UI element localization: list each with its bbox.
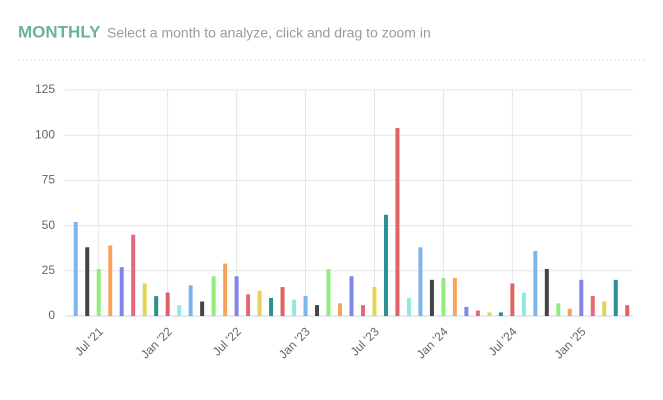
bar (269, 297, 274, 316)
chart-title: MONTHLY (18, 22, 101, 41)
bar (315, 305, 320, 316)
bar (303, 296, 308, 316)
bar (349, 276, 354, 316)
bar (475, 310, 480, 316)
x-tick-label: Jan '25 (552, 324, 589, 361)
bar (567, 308, 572, 316)
bar (292, 299, 297, 316)
y-tick-label: 75 (42, 173, 56, 187)
bar (108, 245, 113, 316)
bar (280, 287, 285, 316)
bar (257, 290, 262, 316)
y-tick-label: 25 (42, 263, 56, 277)
x-tick-label: Jan '23 (276, 324, 313, 361)
chart-subtitle: Select a month to analyze, click and dra… (107, 25, 431, 41)
bar (200, 301, 205, 316)
bar (211, 276, 216, 316)
bar (372, 287, 377, 316)
bar (602, 301, 607, 316)
x-tick-label: Jul '22 (210, 324, 244, 358)
x-tick-label: Jul '21 (72, 324, 106, 358)
bar (556, 303, 561, 316)
bar (429, 279, 434, 316)
bar (73, 221, 78, 316)
bar (395, 127, 400, 316)
bar (487, 312, 492, 316)
bar (85, 247, 90, 316)
bar (498, 312, 503, 316)
y-tick-label: 0 (48, 308, 55, 322)
bar (590, 296, 595, 316)
bar (613, 279, 618, 316)
y-tick-label: 125 (35, 82, 55, 96)
x-tick-label: Jan '22 (138, 324, 175, 361)
x-tick-label: Jan '24 (414, 324, 451, 361)
bar (464, 306, 469, 316)
bar (177, 305, 182, 316)
bar (544, 268, 549, 316)
bar (338, 303, 343, 316)
bar (96, 268, 101, 316)
bar (521, 292, 526, 316)
bar (510, 283, 515, 316)
bar (579, 279, 584, 316)
bar (418, 247, 423, 316)
bar (234, 276, 239, 316)
bar (452, 278, 457, 316)
y-tick-label: 100 (35, 127, 55, 141)
bar (188, 285, 193, 316)
bar (533, 250, 538, 316)
bar (165, 292, 170, 316)
bar (246, 294, 251, 316)
x-tick-label: Jul '23 (348, 324, 382, 358)
x-tick-label: Jul '24 (486, 324, 520, 358)
y-tick-label: 50 (42, 218, 56, 232)
bar (223, 263, 228, 316)
bar (406, 297, 411, 316)
bar (142, 283, 147, 316)
bar (441, 278, 446, 316)
bar (625, 305, 630, 316)
bar (383, 214, 388, 316)
bar (360, 305, 365, 316)
bar (131, 234, 136, 316)
bar (119, 267, 124, 316)
bar (154, 296, 159, 316)
bar (326, 268, 331, 316)
